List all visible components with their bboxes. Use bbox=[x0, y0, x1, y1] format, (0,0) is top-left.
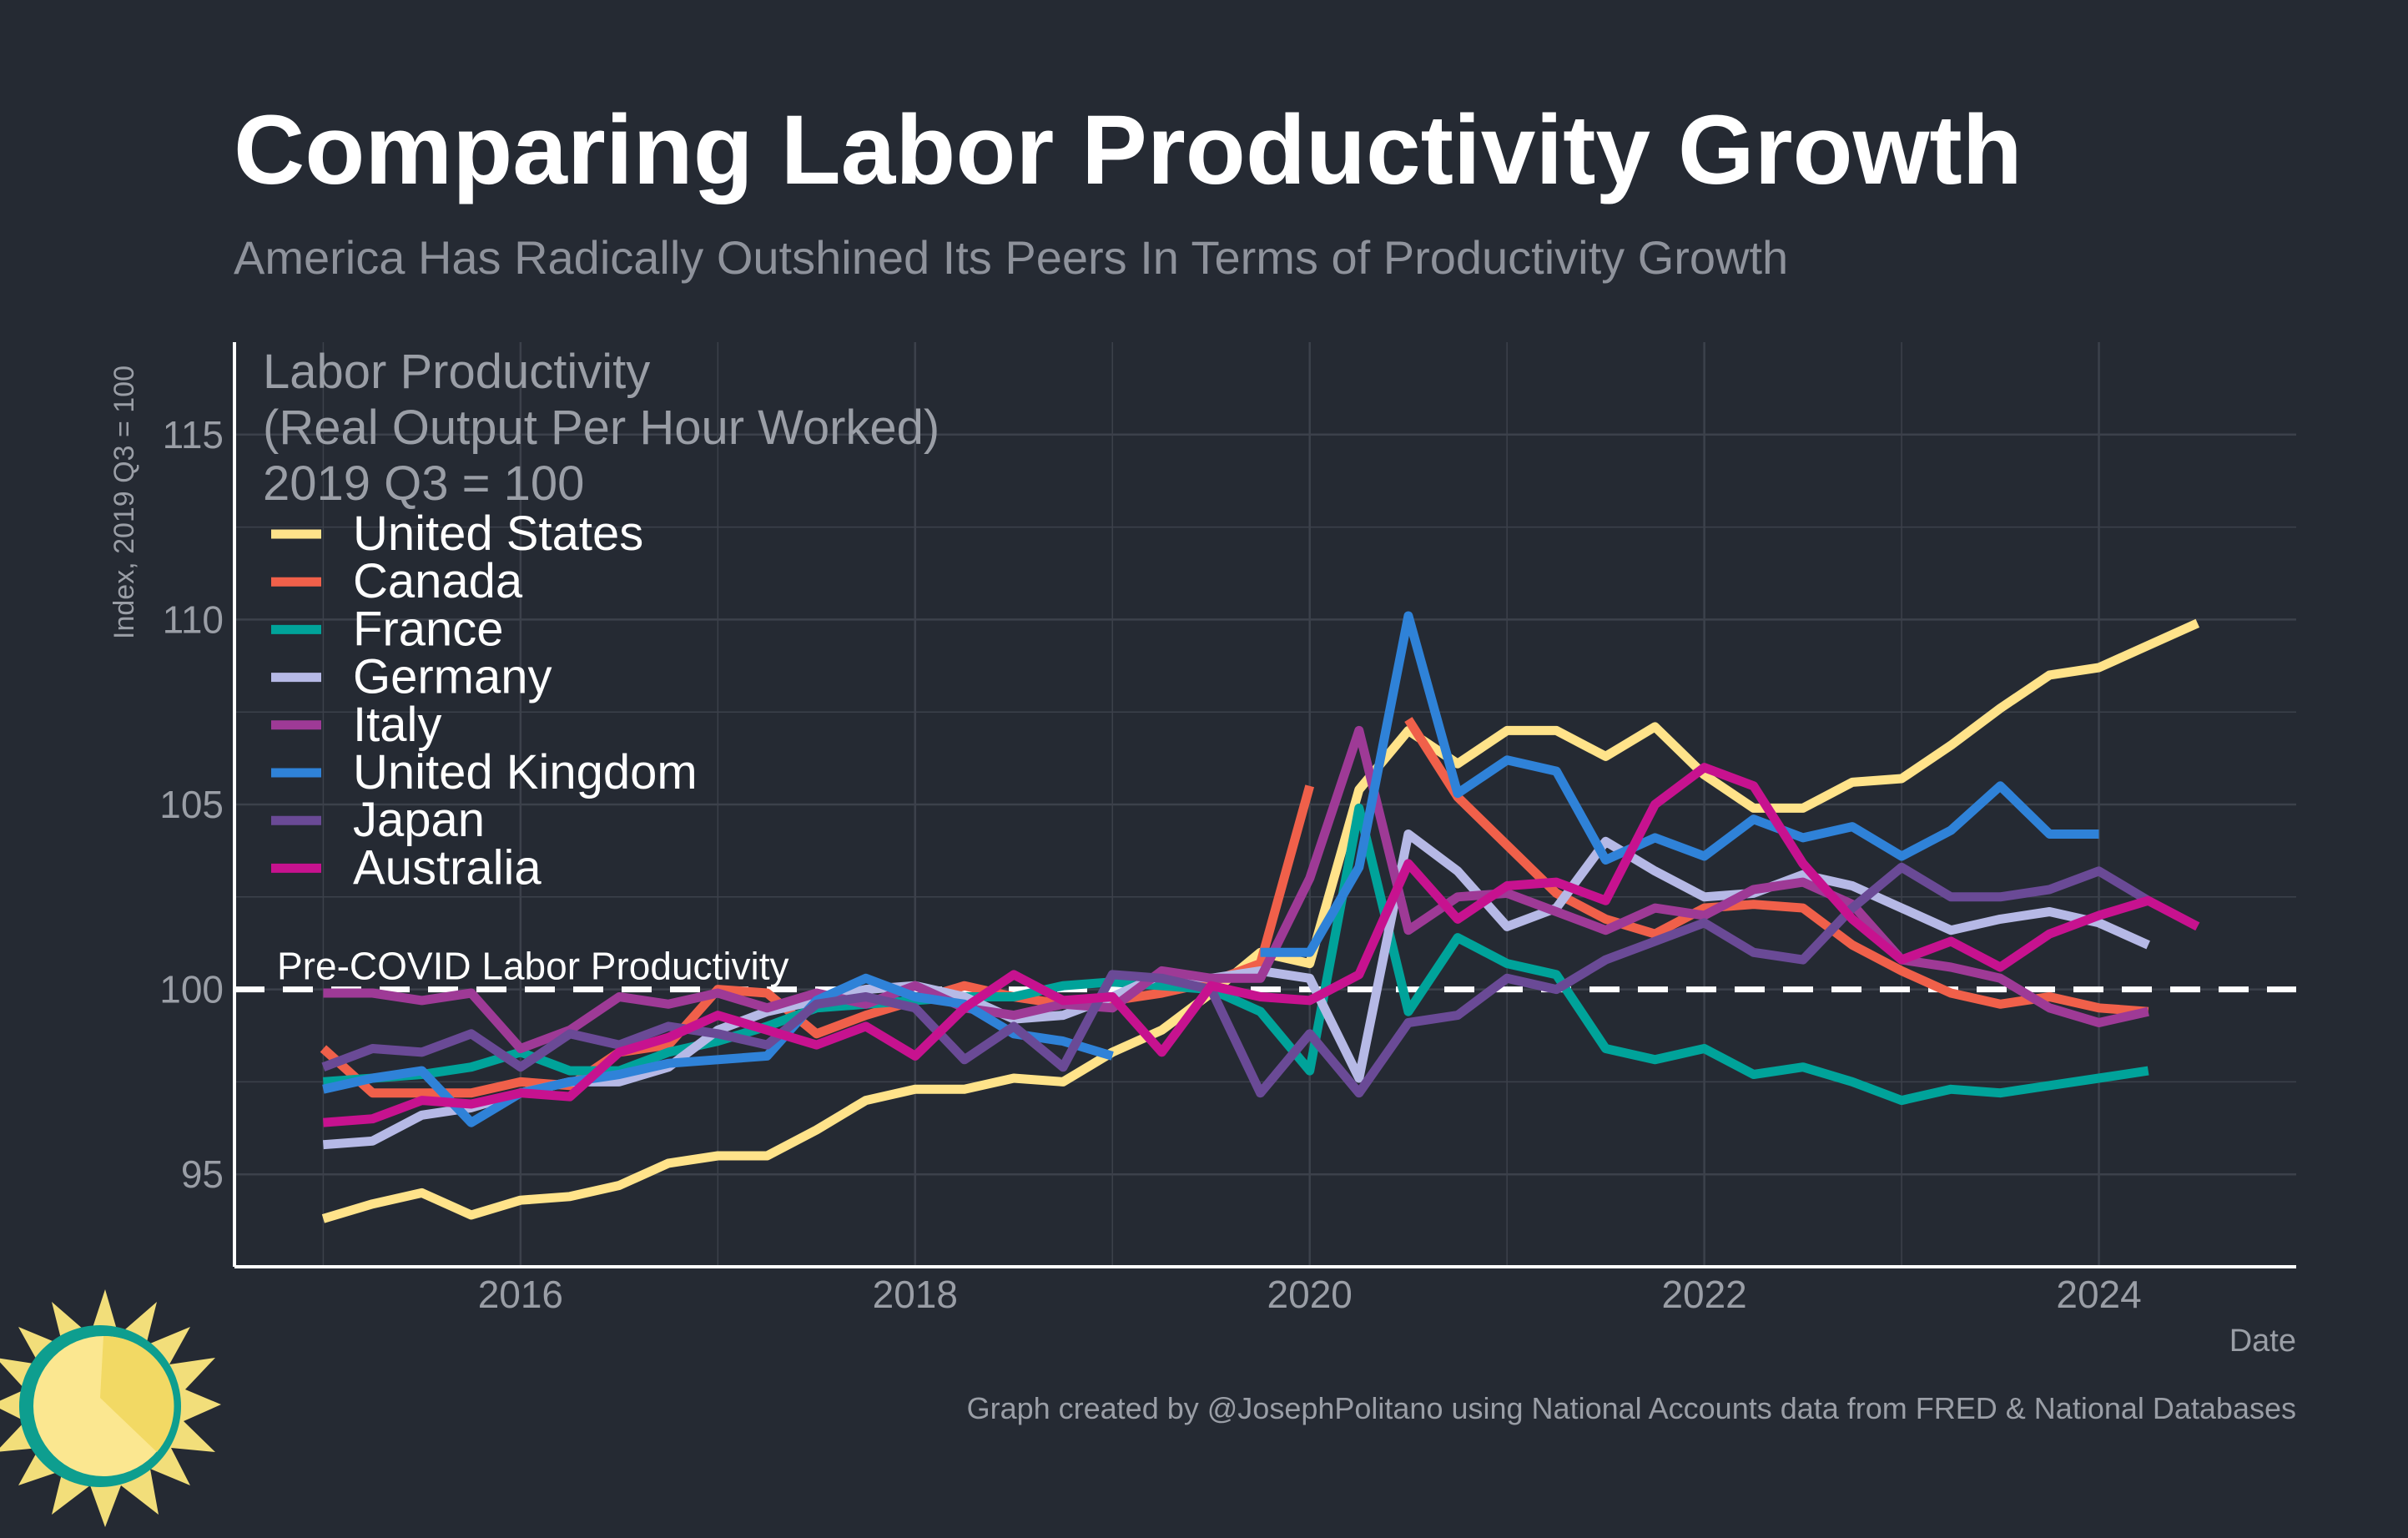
series-line-france bbox=[322, 803, 2149, 1106]
axes bbox=[233, 342, 2296, 1268]
legend-title-line-1: Labor Productivity bbox=[263, 345, 650, 399]
y-tick-label: 105 bbox=[159, 783, 224, 826]
x-axis-title: Date bbox=[2229, 1324, 2296, 1359]
x-tick-label: 2022 bbox=[1661, 1273, 1746, 1316]
series-line-italy bbox=[323, 725, 2149, 1053]
y-tick-label: 100 bbox=[159, 968, 224, 1011]
x-tick-label: 2018 bbox=[873, 1273, 958, 1316]
x-tick-label: 2020 bbox=[1267, 1273, 1353, 1316]
legend-title-line-3: 2019 Q3 = 100 bbox=[263, 456, 584, 511]
chart-subtitle: America Has Radically Outshined Its Peer… bbox=[234, 231, 1788, 284]
legend-label-france: France bbox=[353, 602, 504, 656]
sun-logo-icon bbox=[0, 1289, 221, 1527]
legend-title-line-2: (Real Output Per Hour Worked) bbox=[263, 401, 940, 455]
legend-label-japan: Japan bbox=[353, 793, 485, 847]
caption: Graph created by @JosephPolitano using N… bbox=[967, 1391, 2296, 1425]
chart-title: Comparing Labor Productivity Growth bbox=[234, 95, 2023, 205]
y-tick-label: 115 bbox=[163, 413, 224, 456]
legend-label-italy: Italy bbox=[353, 698, 441, 752]
legend-label-australia: Australia bbox=[353, 840, 542, 895]
sun-shade bbox=[100, 1335, 174, 1452]
tick-labels: 95 100 105 110 115 2016 2018 2020 2022 2024 bbox=[159, 413, 2141, 1316]
legend-label-united-states: United States bbox=[353, 507, 643, 561]
series-line-australia bbox=[322, 763, 2200, 1127]
legend-label-canada: Canada bbox=[353, 554, 523, 608]
legend: Labor Productivity (Real Output Per Hour… bbox=[263, 345, 940, 895]
y-tick-label: 95 bbox=[181, 1152, 224, 1196]
series-line-canada bbox=[320, 717, 2149, 1098]
reference-line-label: Pre-COVID Labor Productivity bbox=[277, 945, 789, 988]
y-tick-label: 110 bbox=[163, 598, 224, 641]
legend-label-united-kingdom: United Kingdom bbox=[353, 745, 698, 799]
legend-label-germany: Germany bbox=[353, 650, 552, 704]
y-axis-title: Index, 2019 Q3 = 100 bbox=[108, 366, 140, 639]
x-tick-label: 2016 bbox=[478, 1273, 563, 1316]
x-tick-label: 2024 bbox=[2056, 1273, 2141, 1316]
series-lines bbox=[320, 611, 2200, 1223]
